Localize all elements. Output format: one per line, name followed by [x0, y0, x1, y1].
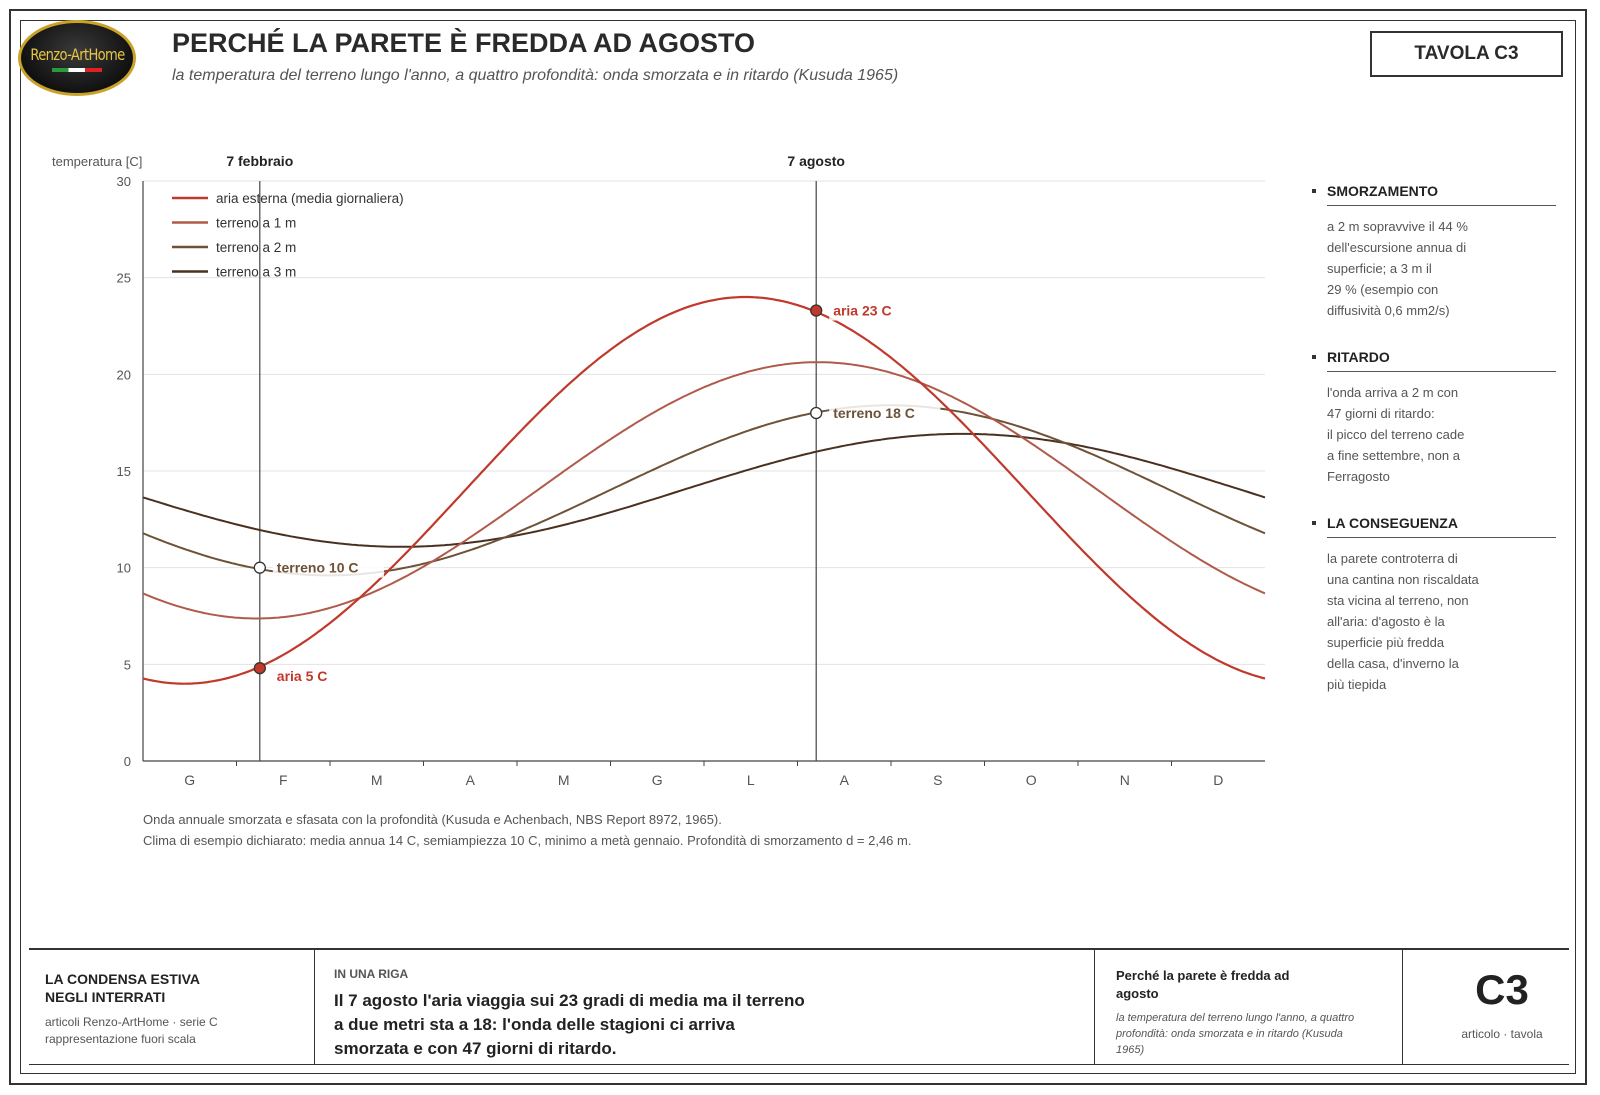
- y-axis-label: temperatura [C]: [52, 154, 142, 169]
- outer-frame: [9, 9, 1587, 1085]
- sidebar-rule: [1327, 537, 1556, 538]
- chart-series: [142, 295, 1266, 685]
- sidebar-rule: [1327, 205, 1556, 206]
- annotation-halo: [272, 558, 385, 578]
- italian-flag-icon: [52, 67, 102, 72]
- sidebar-section-ritardo: RITARDO l'onda arriva a 2 m con 47 giorni…: [1312, 349, 1556, 487]
- x-tick-label: S: [933, 772, 942, 788]
- sidebar-section-smorzamento: SMORZAMENTO a 2 m sopravvive il 44 % dell…: [1312, 183, 1556, 321]
- x-tick-label: M: [371, 772, 383, 788]
- annotation-halo: [829, 301, 915, 321]
- legend-entry: terreno a 1 m: [216, 216, 296, 231]
- x-tick-label: A: [466, 772, 476, 788]
- footer-divider: [1402, 950, 1403, 1065]
- y-tick-label: 10: [117, 561, 131, 576]
- y-tick-label: 0: [124, 754, 131, 769]
- x-tick-label: D: [1213, 772, 1223, 788]
- logo-text: Renzo-ArtHome: [29, 44, 125, 64]
- x-tick-label: O: [1026, 772, 1037, 788]
- annotation-halo: [829, 404, 941, 423]
- footer-oneline-text: Il 7 agosto l'aria viaggia sui 23 gradi …: [334, 991, 805, 1058]
- sidebar-section-conseguenza: LA CONSEGUENZA la parete controterra di u…: [1312, 515, 1556, 695]
- series-line: [142, 295, 1266, 685]
- footer-article-subtitle: la temperatura del terreno lungo l'anno,…: [1116, 1012, 1355, 1056]
- footer-code: C3: [1475, 966, 1529, 1013]
- annotation-point: [253, 662, 266, 675]
- y-tick-label: 15: [117, 464, 131, 479]
- plate-badge: TAVOLA C3: [1370, 31, 1563, 77]
- footer-article-title: Perché la parete è fredda ad agosto: [1116, 968, 1290, 1001]
- inner-frame: [20, 20, 1576, 1074]
- y-tick-label: 20: [117, 367, 131, 382]
- x-tick-label: N: [1120, 772, 1130, 788]
- y-tick-label: 30: [117, 174, 131, 189]
- y-tick-label: 25: [117, 271, 131, 286]
- x-tick-label: A: [840, 772, 850, 788]
- sidebar-heading: LA CONSEGUENZA: [1312, 515, 1556, 531]
- series-line: [142, 361, 1266, 620]
- footer-oneline-label: IN UNA RIGA: [334, 967, 409, 981]
- x-tick-label: L: [747, 772, 755, 788]
- footer-code-subtitle: articolo · tavola: [1461, 1027, 1543, 1041]
- sidebar-heading: SMORZAMENTO: [1312, 183, 1556, 199]
- sidebar-text: l'onda arriva a 2 m con 47 giorni di rita…: [1327, 385, 1465, 484]
- sidebar-rule: [1327, 371, 1556, 372]
- brand-logo: Renzo-ArtHome: [18, 20, 136, 96]
- annotation-label: terreno 18 C: [833, 405, 915, 421]
- legend-entry: terreno a 2 m: [216, 240, 296, 255]
- annotation-label: aria 5 C: [277, 668, 328, 684]
- x-tick-label: G: [184, 772, 195, 788]
- footer-series-title: LA CONDENSA ESTIVA NEGLI INTERRATI: [45, 971, 201, 1005]
- annotation-label: aria 23 C: [833, 303, 891, 319]
- x-tick-label: F: [279, 772, 288, 788]
- sidebar-text: a 2 m sopravvive il 44 % dell'escursione …: [1327, 219, 1468, 318]
- footer-series-cell: LA CONDENSA ESTIVA NEGLI INTERRATI artic…: [29, 950, 314, 1065]
- chart-note-1: Onda annuale smorzata e sfasata con la p…: [143, 812, 722, 827]
- footer-oneline-cell: IN UNA RIGA Il 7 agosto l'aria viaggia s…: [314, 950, 1094, 1065]
- x-tick-label: G: [652, 772, 663, 788]
- annotation-point: [810, 304, 823, 317]
- footer-series-subtitle: articoli Renzo-ArtHome · serie C rappres…: [45, 1015, 218, 1046]
- sidebar-heading: RITARDO: [1312, 349, 1556, 365]
- y-tick-label: 5: [124, 657, 131, 672]
- footer-divider: [1094, 950, 1095, 1065]
- footer-code-cell: C3 articolo · tavola: [1402, 950, 1600, 1065]
- annotation-halo: [272, 667, 350, 687]
- annotation-point: [253, 561, 266, 574]
- date-marker-label: 7 agosto: [787, 153, 845, 169]
- annotation-label: terreno 10 C: [277, 560, 359, 576]
- legend-entry: terreno a 3 m: [216, 265, 296, 280]
- footer-article-cell: Perché la parete è fredda ad agosto la t…: [1094, 950, 1402, 1065]
- series-line: [142, 432, 1266, 548]
- chart-grid: [143, 180, 1265, 665]
- x-tick-label: M: [558, 772, 570, 788]
- page-subtitle: la temperatura del terreno lungo l'anno,…: [172, 67, 899, 84]
- sidebar-text: la parete controterra di una cantina non …: [1327, 551, 1479, 692]
- footer-divider: [314, 950, 315, 1065]
- date-marker-label: 7 febbraio: [226, 153, 293, 169]
- chart-note-2: Clima di esempio dichiarato: media annua…: [143, 833, 912, 848]
- legend-entry: aria esterna (media giornaliera): [216, 191, 404, 206]
- page-title: PERCHÉ LA PARETE È FREDDA AD AGOSTO: [172, 28, 756, 58]
- chart-axes: 0 5 10 15 20 25 30 temperatura [C] G F M A M G L A S O N D: [52, 154, 1265, 788]
- chart-annotations: aria 23 C terreno 18 C terreno 10 C aria 5 …: [253, 301, 941, 687]
- annotation-point: [810, 406, 823, 420]
- footer-bar: LA CONDENSA ESTIVA NEGLI INTERRATI artic…: [29, 948, 1569, 1065]
- chart-legend: aria esterna (media giornaliera) terreno …: [172, 191, 404, 280]
